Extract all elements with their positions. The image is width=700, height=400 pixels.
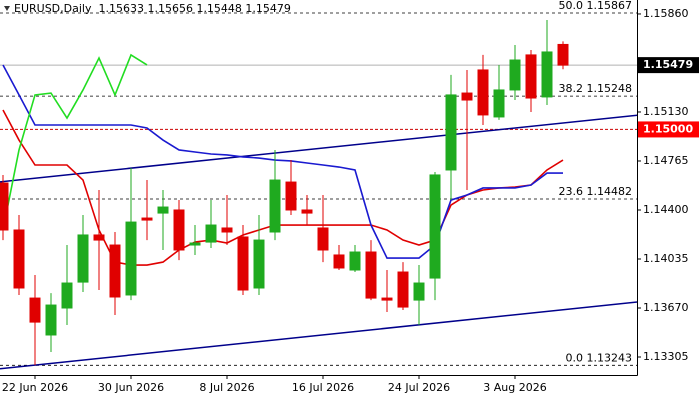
y-tick-label: 1.15860 xyxy=(643,7,689,20)
candle-body xyxy=(77,234,89,283)
candle-body xyxy=(445,94,457,171)
candle-body xyxy=(205,224,217,243)
y-tick-label: 1.14035 xyxy=(643,252,689,265)
x-tick-label: 3 Aug 2026 xyxy=(483,381,546,394)
x-tick-label: 22 Jun 2026 xyxy=(2,381,68,394)
fib-label: 0.0 1.13243 xyxy=(566,351,632,364)
symbol-icon xyxy=(4,6,10,11)
fib-label: 23.6 1.14482 xyxy=(559,185,632,198)
candle-body xyxy=(541,51,553,98)
price-box-label: 1.15000 xyxy=(643,122,693,135)
y-tick-label: 1.13305 xyxy=(643,350,689,363)
candle-body xyxy=(93,234,105,241)
indicator-line xyxy=(2,53,148,231)
candle-body xyxy=(413,282,425,301)
candle-body xyxy=(61,282,73,309)
price-box xyxy=(638,121,699,138)
candle-body xyxy=(0,182,9,231)
candle-body xyxy=(189,242,201,246)
indicator-line xyxy=(2,64,563,259)
candle-body xyxy=(477,69,489,116)
candle-body xyxy=(333,254,345,269)
x-tick-label: 8 Jul 2026 xyxy=(199,381,254,394)
candle-body xyxy=(557,43,569,66)
y-tick-label: 1.14400 xyxy=(643,203,689,216)
candle-body xyxy=(317,227,329,251)
y-tick-label: 1.15130 xyxy=(643,105,689,118)
candle-body xyxy=(221,227,233,233)
chart-title: EURUSD,Daily 1.15633 1.15656 1.15448 1.1… xyxy=(14,2,291,15)
candle-body xyxy=(125,221,137,296)
x-tick-label: 24 Jul 2026 xyxy=(388,381,450,394)
candle-body xyxy=(13,229,25,289)
candle-body xyxy=(509,59,521,91)
candle-body xyxy=(493,89,505,118)
trendline xyxy=(0,301,638,370)
candle-body xyxy=(141,217,153,221)
candle-body xyxy=(269,179,281,233)
y-tick-label: 1.13670 xyxy=(643,301,689,314)
candle-body xyxy=(349,251,361,271)
candle-body xyxy=(301,209,313,214)
fib-label: 50.0 1.15867 xyxy=(559,0,632,12)
price-box xyxy=(638,57,699,74)
price-box-label: 1.15479 xyxy=(643,58,693,71)
trendline xyxy=(0,114,638,183)
candle-body xyxy=(173,209,185,251)
candle-body xyxy=(237,236,249,291)
candle-body xyxy=(253,239,265,289)
candle-body xyxy=(109,244,121,298)
candle-body xyxy=(285,181,297,211)
candle-body xyxy=(365,251,377,299)
candle-body xyxy=(461,92,473,101)
candle-body xyxy=(29,297,41,323)
candle-body xyxy=(525,54,537,99)
candle-body xyxy=(381,297,393,301)
x-tick-label: 30 Jun 2026 xyxy=(98,381,164,394)
candle-body xyxy=(429,174,441,279)
y-tick-label: 1.14765 xyxy=(643,154,689,167)
fib-label: 38.2 1.15248 xyxy=(559,82,632,95)
candle-body xyxy=(397,271,409,308)
x-tick-label: 16 Jul 2026 xyxy=(292,381,354,394)
candle-body xyxy=(45,304,57,336)
candle-body xyxy=(157,206,169,214)
